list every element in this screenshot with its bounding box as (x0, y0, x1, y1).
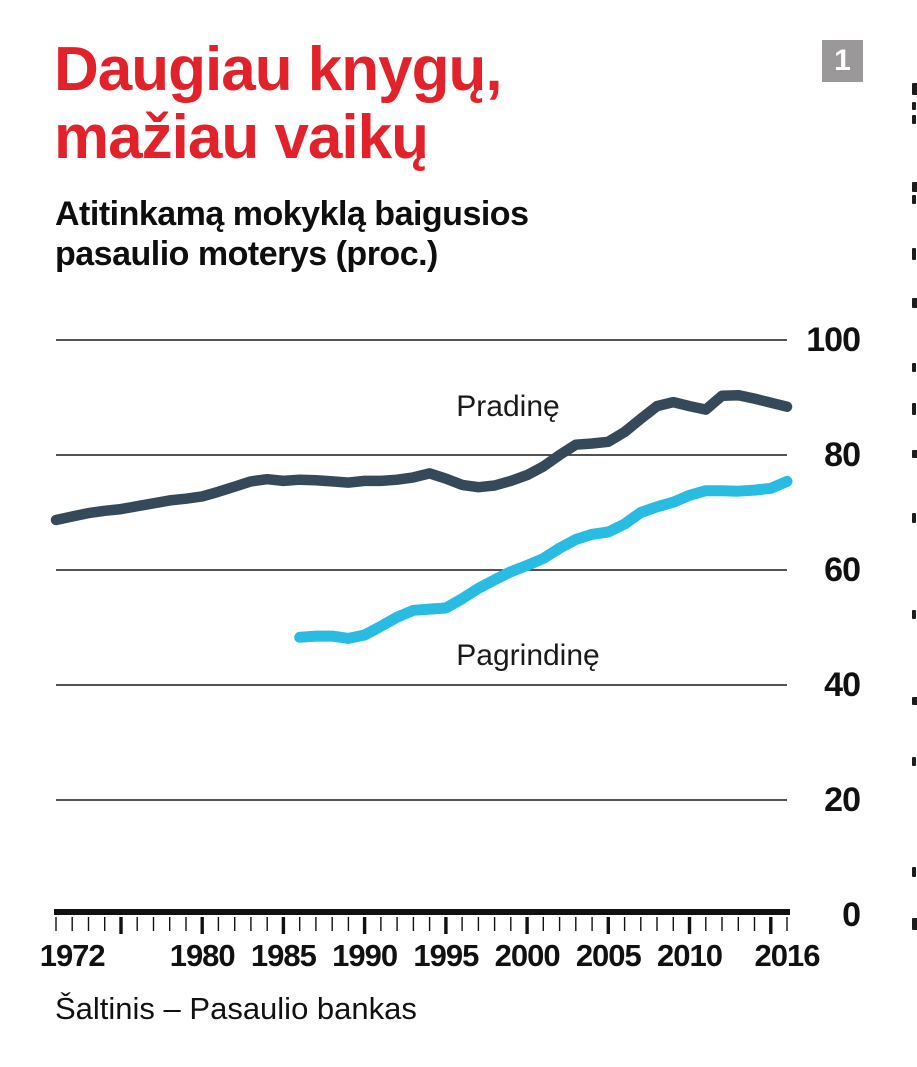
x-axis-labels: 1972 1980 1985 1990 1995 2000 2005 2010 2016 (0, 936, 917, 980)
page-edge-text-fragment (912, 115, 916, 124)
x-axis-label: 2010 (657, 938, 723, 973)
chart-title: Daugiau knygų, mažiau vaikų (54, 35, 503, 173)
page-edge-text-fragment (912, 610, 916, 619)
page-edge-text-fragment (912, 697, 917, 705)
series-label-pradine: Pradinę (456, 390, 560, 423)
x-axis-label: 1990 (332, 938, 398, 973)
page-edge-text-fragment (912, 195, 916, 204)
page-edge-text-fragment (912, 182, 917, 192)
x-axis-label: 2016 (754, 938, 821, 973)
chart-title-line1: Daugiau knygų, (54, 35, 503, 104)
page-edge-text-fragment (912, 102, 916, 110)
y-axis-label: 20 (824, 781, 861, 819)
chart-title-line2: mažiau vaikų (54, 103, 429, 173)
x-axis-label: 2000 (494, 938, 561, 973)
source-note: Šaltinis – Pasaulio bankas (55, 991, 417, 1026)
x-axis-label: 1980 (169, 938, 236, 973)
series-label-pagrindine: Pagrindinę (456, 639, 600, 672)
page-edge-text-fragment (912, 918, 917, 930)
y-axis-label: 100 (806, 321, 861, 359)
x-axis-label: 2005 (575, 938, 642, 973)
page-edge-text-fragment (912, 248, 916, 260)
chart-subtitle-line2: pasaulio moterys (proc.) (55, 235, 438, 274)
x-axis-label: 1985 (250, 938, 317, 973)
y-axis-label: 60 (824, 551, 861, 589)
x-axis-label: 1995 (413, 938, 479, 973)
x-axis-label: 1972 (39, 938, 106, 973)
page-edge-text-fragment (912, 298, 917, 308)
figure-number-badge: 1 (822, 40, 863, 82)
page-edge-text-fragment (912, 450, 917, 458)
page-edge-text-fragment (912, 363, 916, 372)
page-edge-text-fragment (912, 83, 917, 95)
y-axis-label: 0 (842, 896, 861, 934)
chart-subtitle: Atitinkamą mokyklą baigusios pasaulio mo… (55, 194, 529, 274)
y-axis-label: 80 (824, 436, 861, 474)
y-axis-label: 40 (824, 666, 861, 704)
page-edge-text-fragment (912, 757, 916, 766)
page-edge-text-fragment (912, 403, 916, 415)
page-edge-text-fragment (912, 867, 916, 877)
page-edge-text-fragment (912, 513, 916, 523)
chart-subtitle-line1: Atitinkamą mokyklą baigusios (55, 195, 529, 233)
figure-number: 1 (834, 44, 851, 77)
